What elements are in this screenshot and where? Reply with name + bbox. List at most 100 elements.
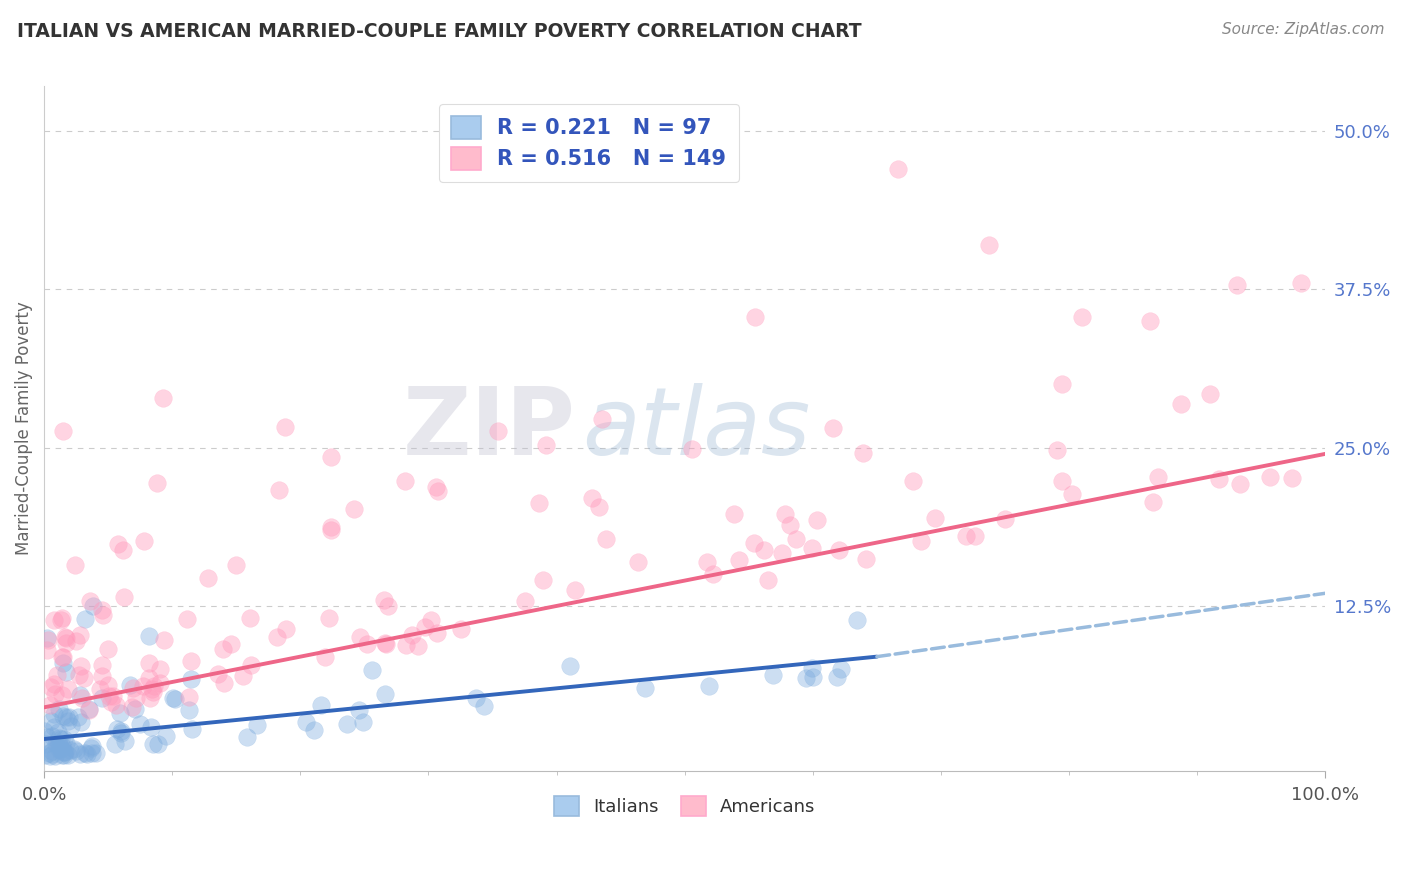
Point: [124, 701, 146, 715]
Point: [1070, 310, 1092, 324]
Point: [100, 695, 122, 709]
Point: [266, 630, 288, 644]
Point: [49, 613, 72, 627]
Point: [65, 744, 87, 758]
Point: [79, 594, 101, 608]
Point: [394, 474, 416, 488]
Point: [35, 730, 58, 744]
Point: [53, 630, 76, 644]
Point: [773, 507, 796, 521]
Point: [852, 446, 875, 460]
Point: [108, 706, 131, 720]
Point: [770, 546, 793, 560]
Point: [80, 739, 103, 753]
Point: [413, 619, 436, 633]
Point: [48, 737, 70, 751]
Point: [51, 611, 73, 625]
Point: [744, 310, 766, 325]
Point: [406, 639, 429, 653]
Point: [352, 715, 374, 730]
Point: [51, 747, 73, 762]
Point: [45, 737, 67, 751]
Point: [197, 571, 219, 585]
Point: [377, 599, 399, 613]
Point: [39, 749, 62, 764]
Point: [62, 742, 84, 756]
Point: [41, 729, 63, 743]
Point: [176, 611, 198, 625]
Point: [46, 737, 69, 751]
Point: [527, 496, 550, 510]
Point: [121, 700, 143, 714]
Point: [374, 637, 396, 651]
Point: [830, 662, 852, 676]
Point: [374, 687, 396, 701]
Point: [425, 480, 447, 494]
Point: [1289, 276, 1312, 290]
Point: [82, 599, 104, 613]
Point: [35, 737, 58, 751]
Point: [104, 698, 127, 712]
Point: [56, 714, 79, 728]
Point: [785, 532, 807, 546]
Point: [762, 668, 785, 682]
Point: [336, 716, 359, 731]
Point: [55, 665, 77, 679]
Point: [56, 748, 79, 763]
Point: [1060, 487, 1083, 501]
Point: [356, 637, 378, 651]
Point: [162, 691, 184, 706]
Point: [294, 714, 316, 729]
Point: [309, 698, 332, 713]
Point: [558, 658, 581, 673]
Point: [211, 642, 233, 657]
Point: [828, 543, 851, 558]
Point: [51, 741, 73, 756]
Point: [180, 672, 202, 686]
Point: [75, 612, 97, 626]
Y-axis label: Married-Couple Family Poverty: Married-Couple Family Poverty: [15, 301, 32, 556]
Point: [122, 681, 145, 695]
Point: [221, 637, 243, 651]
Point: [84, 746, 107, 760]
Point: [142, 737, 165, 751]
Point: [132, 533, 155, 548]
Point: [51, 650, 73, 665]
Point: [801, 670, 824, 684]
Point: [627, 556, 650, 570]
Point: [149, 661, 172, 675]
Point: [67, 710, 90, 724]
Point: [267, 483, 290, 497]
Point: [69, 714, 91, 729]
Point: [110, 725, 132, 739]
Point: [426, 626, 449, 640]
Point: [38, 747, 60, 761]
Point: [779, 517, 801, 532]
Point: [63, 558, 86, 572]
Point: [35, 642, 58, 657]
Point: [177, 690, 200, 705]
Point: [52, 745, 75, 759]
Point: [450, 622, 472, 636]
Point: [51, 732, 73, 747]
Point: [39, 698, 62, 712]
Point: [52, 656, 75, 670]
Point: [41, 747, 63, 761]
Point: [35, 631, 58, 645]
Point: [44, 677, 66, 691]
Point: [97, 678, 120, 692]
Point: [91, 657, 114, 672]
Point: [69, 688, 91, 702]
Point: [274, 622, 297, 636]
Point: [131, 679, 153, 693]
Point: [163, 692, 186, 706]
Point: [588, 500, 610, 514]
Point: [44, 613, 66, 627]
Point: [67, 668, 90, 682]
Point: [395, 639, 418, 653]
Point: [107, 537, 129, 551]
Point: [141, 681, 163, 696]
Point: [756, 573, 779, 587]
Point: [302, 723, 325, 737]
Point: [591, 412, 613, 426]
